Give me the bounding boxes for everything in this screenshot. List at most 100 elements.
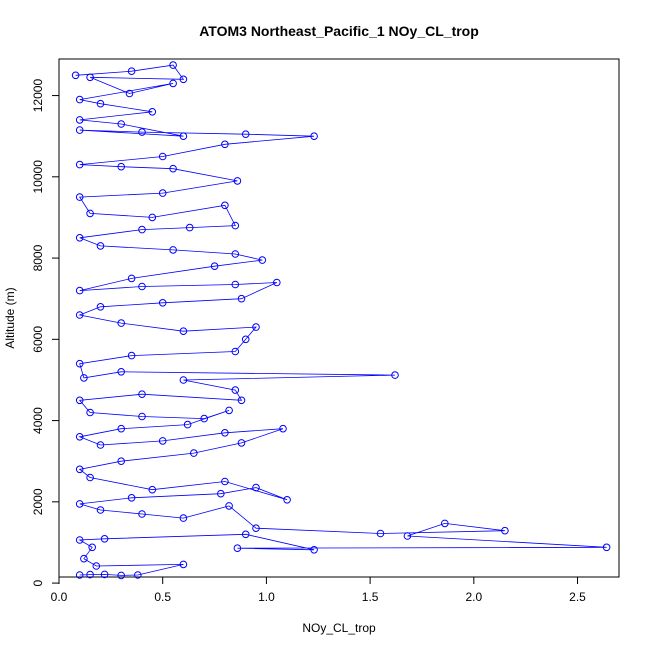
data-point [179,75,188,84]
data-point [138,128,146,136]
data-point [148,485,157,494]
data-point [241,530,250,539]
data-point [127,67,136,75]
data-point [210,262,219,271]
data-point [310,132,318,140]
data-point [391,371,399,379]
y-tick-label: 10000 [31,160,45,194]
data-point [221,201,229,210]
data-point [233,177,242,185]
data-point [200,414,208,423]
data-point [179,514,188,522]
data-point [148,213,157,222]
data-point [158,152,167,161]
x-tick-label: 2.0 [465,590,482,604]
data-point [86,73,94,82]
data-point [179,327,188,336]
data-point [279,424,287,433]
data-point [96,242,105,250]
data-point [80,554,88,563]
data-point [233,544,242,553]
data-point [127,494,136,502]
data-point [221,429,229,437]
data-point [75,396,84,405]
chart-title: ATOM3 Northeast_Pacific_1 NOy_CL_trop [199,23,479,39]
data-point [231,347,240,356]
data-point [75,160,84,169]
data-point [441,519,449,528]
data-point [190,449,198,457]
data-point [117,319,125,327]
data-point [86,408,94,417]
data-point [96,303,105,311]
data-point [138,412,146,421]
data-point [71,71,80,80]
data-point [117,424,125,433]
data-point [75,193,84,201]
data-point [127,351,136,360]
data-point [96,99,105,108]
data-point [185,223,194,232]
data-point [225,502,233,510]
data-point [225,406,233,415]
y-tick-label: 12000 [31,79,45,113]
data-point [231,280,240,289]
y-tick-label: 4000 [31,407,45,434]
data-layer [71,61,611,580]
data-point [183,420,192,429]
y-tick-label: 0 [31,579,45,586]
y-tick-label: 6000 [31,326,45,353]
data-point [602,543,611,552]
data-point [241,335,250,344]
data-point [237,439,246,447]
data-point [231,250,240,258]
data-point [86,473,94,482]
data-point [241,130,250,138]
data-point [217,489,225,498]
data-point [117,457,125,466]
data-point [169,61,177,69]
data-point [376,529,385,538]
y-axis-label: Altitude (m) [3,287,17,348]
data-point [125,89,134,98]
data-point [88,543,96,552]
data-point [310,546,318,554]
data-point [100,535,109,543]
data-point [75,311,84,319]
x-axis-label: NOy_CL_trop [302,621,376,635]
data-point [231,386,240,394]
data-point [138,282,146,291]
data-point [158,299,167,307]
data-point [179,132,188,140]
data-point [158,437,167,445]
data-point [252,483,260,492]
data-point [75,433,84,441]
data-point [75,571,84,579]
data-point [100,570,109,579]
data-point [169,79,177,88]
y-tick-label: 8000 [31,244,45,271]
data-point [221,477,229,486]
data-point [75,95,84,104]
y-tick-label: 2000 [31,488,45,515]
series-line [75,64,607,576]
data-point [75,116,84,124]
data-point [179,560,188,569]
data-point [138,390,146,399]
data-point [169,246,177,254]
data-point [75,126,84,134]
data-point [283,496,291,504]
data-point [138,510,146,518]
x-tick-label: 1.0 [258,590,275,604]
data-point [117,571,125,580]
data-point [169,164,177,173]
data-point [75,465,84,474]
data-point [75,500,84,508]
data-point [138,225,146,234]
y-axis: 0 2000 4000 6000 8000 10000 12000 [31,79,60,586]
data-point [96,441,105,449]
data-point [75,234,84,242]
data-point [179,376,188,384]
data-point [75,286,84,295]
